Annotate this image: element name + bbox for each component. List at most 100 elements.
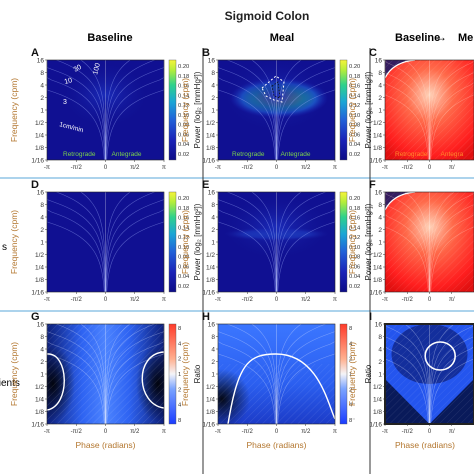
colorbar-tick-label: 0.20: [178, 64, 189, 70]
x-tick-label: π: [162, 165, 166, 171]
velocity-label-10: 10: [64, 77, 73, 86]
y-tick-label: 1: [211, 372, 215, 379]
retrograde-label: Retrograde: [232, 151, 265, 158]
iso-velocity-curve: [385, 60, 430, 160]
colorbar-tick-label: 0.02: [178, 152, 189, 158]
iso-velocity-curve: [106, 324, 164, 424]
x-axis-label: Phase (radians): [246, 440, 306, 450]
y-tick-label: 8: [40, 334, 44, 341]
x-tick-label: π/2: [301, 297, 311, 303]
power-colorbar: [168, 191, 177, 293]
x-tick-label: 0: [275, 297, 279, 303]
y-tick-label: 4: [211, 83, 215, 90]
y-axis-label: Frequency (cpm): [180, 342, 190, 406]
iso-velocity-curve: [276, 192, 326, 292]
iso-velocity-curve: [105, 324, 164, 424]
y-tick-label: 1/2: [35, 384, 44, 391]
iso-velocity-curve: [429, 192, 474, 292]
column-header-baseline: Baseline: [87, 32, 132, 44]
heatmap-area: [47, 60, 164, 160]
heatmap-area: [218, 324, 335, 424]
colorbar-tick-label: 0.20: [349, 64, 360, 70]
y-tick-label: 1/4: [35, 133, 44, 140]
y-tick-label: 16: [37, 190, 45, 197]
y-tick-label: 2: [40, 95, 44, 102]
x-axis-label: Phase (radians): [75, 440, 135, 450]
panel-letter: H: [202, 311, 210, 323]
y-axis-label: Frequency (cpm): [9, 210, 19, 274]
x-tick-label: 0: [428, 165, 432, 171]
x-tick-label: 0: [104, 297, 108, 303]
heatmap-area: [218, 192, 335, 292]
hatching: [218, 364, 335, 424]
figure-title: Sigmoid Colon: [225, 9, 310, 23]
heatmap-area: [218, 60, 335, 160]
velocity-label-30: 30: [73, 64, 83, 74]
heatmap-background: [47, 192, 164, 292]
y-tick-label: 1/8: [35, 145, 44, 152]
iso-velocity-curve: [56, 192, 106, 292]
iso-velocity-curve: [385, 192, 429, 292]
iso-velocity-curve: [47, 192, 106, 292]
colorbar-tick-label: 0.18: [178, 206, 189, 212]
column-header-baseline-right: Baseline: [395, 32, 440, 44]
panel-b: B Retrograde Antegrade 16 8 4 2 1 1/2 1/4 1/8 1/16 F…: [180, 47, 373, 171]
colorbar-tick-label: 1: [349, 372, 352, 378]
iso-velocity-curve: [385, 324, 430, 424]
panel-h: H16 8 4 2 1 1/2 1/4 1/8 1/16 Frequency (cpm) -π -π/…: [180, 311, 373, 450]
iso-velocity-curve: [47, 60, 106, 160]
y-tick-label: 1/16: [202, 422, 215, 429]
y-tick-label: 1/16: [369, 158, 382, 165]
x-tick-label: -π: [215, 165, 221, 171]
y-tick-label: 16: [375, 322, 383, 329]
y-tick-label: 1/4: [373, 133, 382, 140]
x-tick-label: π: [333, 297, 337, 303]
iso-velocity-curve: [251, 324, 277, 424]
colorbar-tick-label: 0.06: [178, 264, 189, 270]
iso-velocity-curve: [429, 192, 474, 292]
y-tick-label: 4: [211, 347, 215, 354]
heatmap-area: [385, 192, 474, 292]
colorbar-tick-label: 2⁻: [349, 387, 355, 393]
colorbar-tick-label: 0.12: [349, 235, 360, 241]
iso-velocity-curve: [218, 192, 277, 292]
y-tick-label: 1/8: [373, 145, 382, 152]
x-tick-label: π/2: [130, 165, 140, 171]
iso-velocity-curve: [276, 60, 335, 160]
iso-velocity-curve: [385, 192, 430, 292]
colorbar-tick-label: 2: [349, 357, 352, 363]
ratio-colorbar: [339, 323, 348, 425]
colorbar-tick-label: 0.12: [178, 235, 189, 241]
y-tick-label: 1/2: [35, 252, 44, 259]
row-label-cut-1: s: [2, 242, 7, 253]
colorbar-tick-label: 0.16: [178, 216, 189, 222]
x-tick-label: 0: [275, 429, 279, 435]
iso-velocity-curve: [385, 324, 429, 424]
iso-velocity-curve: [105, 60, 164, 160]
power-region: [218, 192, 335, 262]
iso-velocity-curve: [218, 324, 277, 424]
colorbar-tick-label: 0.14: [349, 225, 361, 231]
iso-velocity-curve: [276, 324, 335, 424]
iso-velocity-curve: [276, 324, 335, 424]
iso-velocity-curve: [47, 60, 105, 160]
colorbar-label: Power (log₂ [mmHg²]): [364, 71, 373, 148]
y-axis-label: Frequency (cpm): [9, 342, 19, 406]
iso-velocity-curve: [106, 192, 164, 292]
y-tick-label: 4: [40, 215, 44, 222]
y-tick-label: 4: [40, 347, 44, 354]
colorbar-tick-label: 0.04: [178, 142, 190, 148]
y-tick-label: 1/4: [373, 397, 382, 404]
iso-velocity-curve: [218, 60, 277, 160]
y-tick-label: 8: [378, 202, 382, 209]
y-tick-label: 1/8: [373, 409, 382, 416]
x-tick-label: -π/2: [242, 429, 254, 435]
colorbar-label: Power (log₂ [mmHg²]): [193, 71, 202, 148]
y-tick-label: 1: [378, 240, 382, 247]
colorbar-label: Power (log₂ [mmHg²]): [364, 203, 373, 280]
colorbar-tick-label: 4: [178, 341, 182, 347]
x-tick-label: -π/2: [242, 165, 254, 171]
y-tick-label: 2: [40, 227, 44, 234]
x-tick-label: π: [333, 429, 337, 435]
x-tick-label: 0: [104, 165, 108, 171]
